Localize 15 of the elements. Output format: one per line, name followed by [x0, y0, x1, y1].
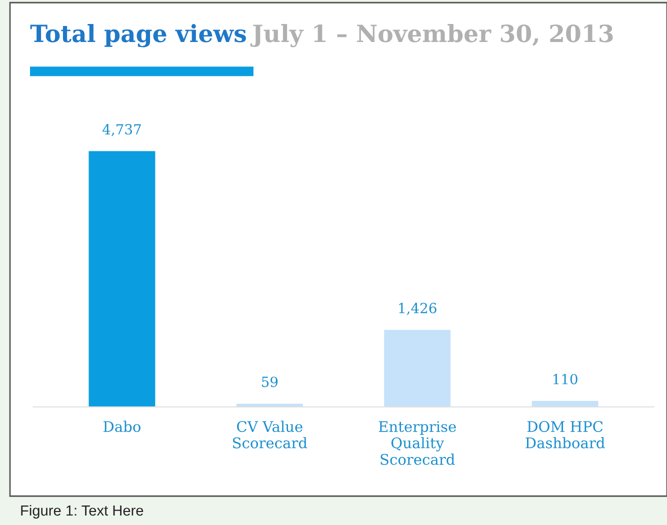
- x-tick-label: CV Value Scorecard: [233, 420, 308, 448]
- chart-title: Total page views: [30, 24, 246, 48]
- chart-subtitle: July 1 – November 30, 2013: [250, 24, 613, 48]
- bar: [532, 400, 598, 407]
- bar: [88, 151, 156, 407]
- data-label: 4,737: [102, 124, 141, 136]
- data-label: 1,426: [399, 302, 436, 315]
- x-tick-label: Dabo: [104, 420, 140, 432]
- x-tick-label: DOM HPC Dashboard: [526, 421, 605, 448]
- x-tick-label: Enterprise Quality Scorecard: [378, 421, 456, 465]
- bar: [384, 330, 451, 407]
- bar: [236, 404, 303, 407]
- caption: Figure 1: Text Here: [21, 504, 144, 519]
- data-label: 110: [553, 374, 578, 384]
- data-label: 59: [262, 376, 278, 388]
